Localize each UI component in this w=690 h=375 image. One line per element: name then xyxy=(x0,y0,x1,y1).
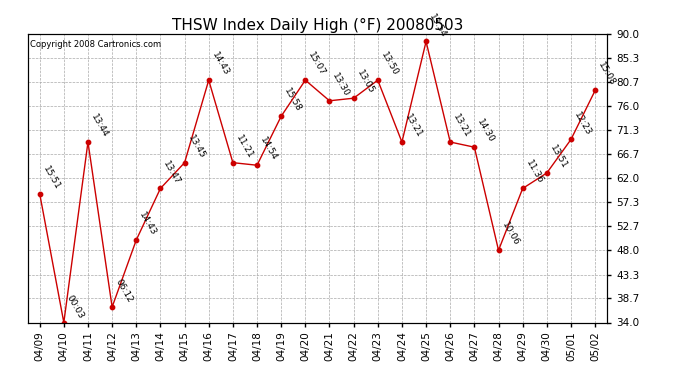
Point xyxy=(228,160,239,166)
Text: 15:51: 15:51 xyxy=(41,164,61,191)
Text: 15:07: 15:07 xyxy=(306,51,327,78)
Point xyxy=(518,186,529,191)
Point xyxy=(58,320,69,326)
Point xyxy=(373,77,384,83)
Text: 00:03: 00:03 xyxy=(65,293,86,320)
Point xyxy=(396,139,407,145)
Point xyxy=(83,139,94,145)
Text: Copyright 2008 Cartronics.com: Copyright 2008 Cartronics.com xyxy=(30,39,161,48)
Text: 10:06: 10:06 xyxy=(500,221,520,248)
Text: 15:08: 15:08 xyxy=(596,61,617,88)
Point xyxy=(276,113,287,119)
Point xyxy=(469,144,480,150)
Point xyxy=(203,77,214,83)
Point xyxy=(493,248,504,254)
Point xyxy=(299,77,310,83)
Text: 13:05: 13:05 xyxy=(355,69,375,96)
Point xyxy=(565,136,576,142)
Point xyxy=(324,98,335,104)
Point xyxy=(251,162,262,168)
Text: 13:21: 13:21 xyxy=(403,112,424,140)
Point xyxy=(541,170,552,176)
Point xyxy=(130,237,142,243)
Text: 06:12: 06:12 xyxy=(113,278,134,304)
Text: 12:23: 12:23 xyxy=(572,110,593,137)
Point xyxy=(348,95,359,101)
Text: 11:21: 11:21 xyxy=(234,133,255,160)
Text: 13:44: 13:44 xyxy=(89,113,110,140)
Text: 13:30: 13:30 xyxy=(331,71,351,98)
Point xyxy=(444,139,455,145)
Text: 13:21: 13:21 xyxy=(451,112,472,140)
Text: 14:54: 14:54 xyxy=(258,136,279,163)
Text: 13:50: 13:50 xyxy=(379,51,400,78)
Text: 14:43: 14:43 xyxy=(137,211,158,237)
Point xyxy=(155,186,166,191)
Text: 13:54: 13:54 xyxy=(427,12,448,39)
Text: 13:47: 13:47 xyxy=(161,159,182,186)
Point xyxy=(420,39,432,45)
Text: 13:45: 13:45 xyxy=(186,133,206,160)
Point xyxy=(106,304,117,310)
Text: 15:58: 15:58 xyxy=(282,87,303,114)
Point xyxy=(589,87,600,93)
Text: 13:51: 13:51 xyxy=(548,144,569,170)
Point xyxy=(179,160,190,166)
Text: 11:36: 11:36 xyxy=(524,159,544,186)
Title: THSW Index Daily High (°F) 20080503: THSW Index Daily High (°F) 20080503 xyxy=(172,18,463,33)
Text: 14:30: 14:30 xyxy=(475,118,496,145)
Text: 14:43: 14:43 xyxy=(210,51,230,78)
Point xyxy=(34,190,46,196)
